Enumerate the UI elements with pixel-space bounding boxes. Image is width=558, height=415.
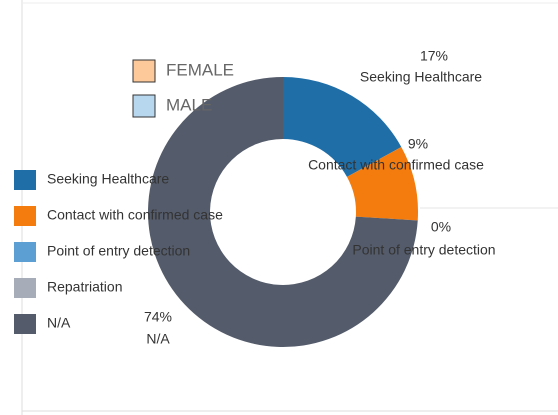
- donut-slice: [346, 146, 419, 221]
- donut-slice: [283, 77, 402, 177]
- legend-label: N/A: [47, 315, 71, 331]
- legend-swatch: [14, 242, 36, 262]
- legend-label: Repatriation: [47, 279, 123, 295]
- legend-label: Contact with confirmed case: [47, 207, 223, 223]
- slice-category-label: Seeking Healthcare: [360, 69, 482, 85]
- legend-label: Seeking Healthcare: [47, 171, 169, 187]
- legend-swatch: [14, 278, 36, 298]
- overlay-legend-label: MALE: [166, 95, 212, 114]
- legend-swatch: [14, 206, 36, 226]
- legend-label: Point of entry detection: [47, 243, 190, 259]
- slice-value-label: 17%: [420, 48, 448, 64]
- overlay-legend-swatch: [132, 94, 156, 118]
- slice-category-label: Contact with confirmed case: [308, 157, 484, 173]
- legend-swatch: [14, 170, 36, 190]
- slice-value-label: 0%: [431, 219, 451, 235]
- slice-category-label: Point of entry detection: [352, 242, 495, 258]
- slice-value-label: 74%: [144, 309, 172, 325]
- legend-swatch: [14, 314, 36, 334]
- slice-category-label: N/A: [146, 331, 170, 347]
- overlay-legend-label: FEMALE: [166, 60, 234, 79]
- slice-value-label: 9%: [408, 136, 428, 152]
- overlay-legend-swatch: [132, 59, 156, 83]
- donut-slice: [148, 77, 418, 348]
